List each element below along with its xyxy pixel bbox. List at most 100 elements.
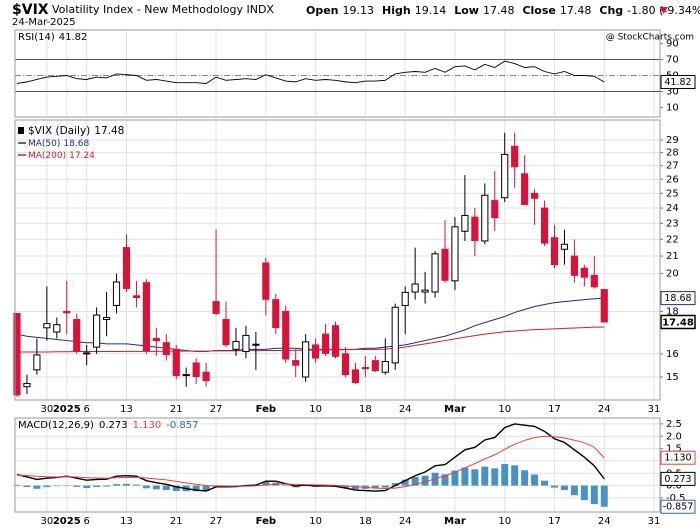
histogram-bar <box>262 481 270 486</box>
candle-body <box>272 299 280 329</box>
histogram-bar <box>371 485 379 489</box>
quote: Open 19.13 High 19.14 Low 17.48 Close 17.48 Chg -… <box>306 4 700 17</box>
histogram-bar <box>381 485 389 488</box>
candle-body <box>361 367 369 370</box>
x-tick-label: Mar <box>444 404 466 415</box>
y-tick-label: 28 <box>666 148 679 159</box>
histogram-bar <box>192 485 200 492</box>
histogram-bar <box>421 475 429 486</box>
value-box <box>660 450 696 465</box>
histogram-bar <box>113 484 121 486</box>
candle-body <box>341 353 350 376</box>
y-tick-label: 2.5 <box>666 419 682 430</box>
quote-label: Low <box>454 4 479 17</box>
candle-body <box>43 323 51 329</box>
histogram-bar <box>43 485 51 488</box>
candle-body <box>33 354 41 371</box>
value-box-label: -0.857 <box>663 502 694 513</box>
x-tick-label: 13 <box>120 516 133 527</box>
x-tick-label: 18 <box>359 404 372 415</box>
legend-value: 17.48 <box>94 125 124 137</box>
x-tick-label: 31 <box>648 516 661 527</box>
value-box <box>660 75 696 90</box>
y-tick-label: 21 <box>666 251 679 262</box>
moving-average <box>16 297 605 353</box>
candle-body <box>282 310 290 360</box>
candle-body <box>321 333 330 354</box>
candle-body <box>23 383 31 388</box>
y-tick-label: 22 <box>666 234 679 245</box>
histogram-bar <box>600 485 608 507</box>
candle-body <box>112 281 121 307</box>
histogram-bar <box>172 485 180 492</box>
quote-value: 17.48 <box>483 4 515 17</box>
histogram-bar <box>451 470 459 486</box>
x-tick-label: 31 <box>648 404 661 415</box>
candle-body <box>441 248 449 281</box>
histogram-bar <box>93 485 101 488</box>
legend-name: RSI(14) <box>18 32 55 43</box>
candle-body <box>540 207 549 244</box>
legend-value: 1.130 <box>133 420 162 431</box>
x-tick-label: 10 <box>309 404 322 415</box>
candle-body <box>73 319 81 352</box>
line <box>16 60 605 84</box>
histogram-bar <box>411 476 419 486</box>
histogram-bar <box>441 474 449 486</box>
legend-value: 0.273 <box>99 420 128 431</box>
candle-body <box>371 360 379 372</box>
histogram-bar <box>53 485 61 487</box>
y-tick-label: 23 <box>666 218 679 229</box>
histogram-bar <box>351 485 359 490</box>
x-tick-label: 24 <box>598 516 611 527</box>
panel-border <box>14 417 661 513</box>
candle-body <box>312 344 320 359</box>
histogram-bar <box>531 474 539 486</box>
candle-body <box>83 352 91 355</box>
histogram-bar <box>511 465 519 486</box>
x-tick-label: 27 <box>210 404 223 415</box>
histogram-bar <box>302 485 310 487</box>
x-tick-label: 30 <box>40 404 53 415</box>
value-box-label: 1.130 <box>664 453 691 464</box>
quote-value: 19.14 <box>415 4 447 17</box>
histogram-bar <box>341 485 349 488</box>
histogram-bar <box>23 485 31 488</box>
candle-body <box>411 283 419 293</box>
value-box <box>660 314 696 330</box>
candle-body <box>222 319 230 346</box>
x-tick-label: 10 <box>498 516 511 527</box>
value-box <box>660 291 696 306</box>
histogram-bar <box>461 467 469 486</box>
histogram-bar <box>481 466 489 486</box>
histogram-bar <box>570 485 578 496</box>
x-tick-label: 2025 <box>53 404 81 415</box>
legend-value: 17.24 <box>69 151 95 161</box>
candle-body <box>302 341 310 378</box>
x-tick-label: 10 <box>309 516 322 527</box>
histogram-bar <box>63 485 71 486</box>
legend-value: -0.857 <box>166 420 198 431</box>
legend-name: MA(50) <box>28 139 60 149</box>
x-tick-label: 24 <box>399 516 412 527</box>
legend-value: 41.82 <box>59 32 88 43</box>
value-box-label: 0.273 <box>664 474 691 485</box>
histogram-bar <box>202 485 210 492</box>
y-tick-label: -0.5 <box>666 493 686 504</box>
histogram-bar <box>391 483 399 486</box>
quote-label: Open <box>306 4 339 17</box>
histogram-bar <box>471 469 479 486</box>
candle-body <box>351 369 360 384</box>
histogram-bar <box>590 485 598 505</box>
x-tick-label: 24 <box>598 404 611 415</box>
y-tick-label: 90 <box>666 39 679 50</box>
x-tick-label: Feb <box>256 404 276 415</box>
change-arrow <box>659 7 668 14</box>
y-tick-label: 27 <box>666 161 679 172</box>
histogram-bar <box>541 480 549 486</box>
quote-label: Chg <box>599 4 623 17</box>
legend: MA(200) 17.24 <box>28 151 95 161</box>
candle-body <box>202 371 210 382</box>
candle-body <box>63 310 71 314</box>
instrument-name: Volatility Index - New Methodology INDX <box>52 3 274 16</box>
